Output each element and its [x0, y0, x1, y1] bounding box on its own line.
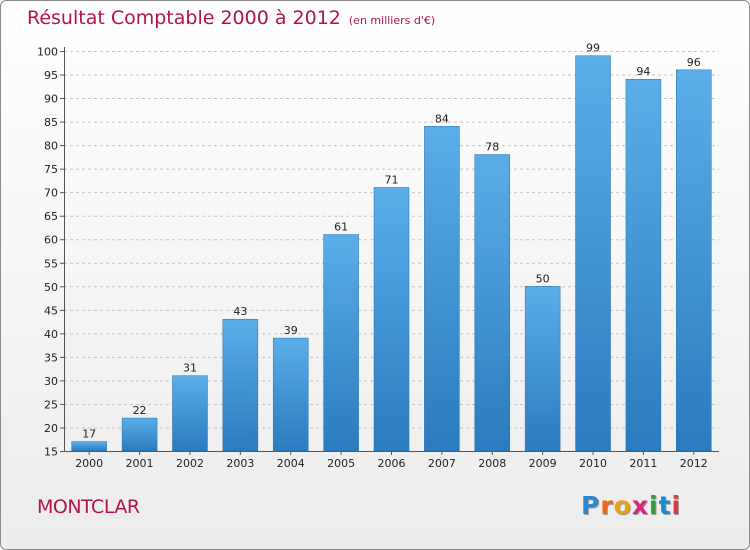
value-label-2007: 84 — [435, 112, 449, 125]
y-tick-label-40: 40 — [44, 328, 58, 341]
y-tick-label-85: 85 — [44, 116, 58, 129]
value-label-2004: 39 — [284, 324, 298, 337]
value-label-2000: 17 — [82, 428, 96, 441]
proxiti-logo[interactable]: Proxiti — [581, 491, 681, 520]
bar-layer — [71, 55, 712, 452]
bar-2003 — [222, 318, 259, 452]
x-tick-label-2000: 2000 — [75, 457, 103, 470]
x-tick-label-2007: 2007 — [428, 457, 456, 470]
y-tick-label-95: 95 — [44, 69, 58, 82]
x-tick-label-2011: 2011 — [629, 457, 657, 470]
bar-2012 — [676, 69, 712, 452]
y-tick-label-90: 90 — [44, 93, 58, 106]
x-tick-label-2001: 2001 — [126, 457, 154, 470]
y-tick-label-25: 25 — [44, 398, 58, 411]
bar-2008 — [474, 154, 511, 452]
x-tick-label-2008: 2008 — [478, 457, 506, 470]
y-tick-label-70: 70 — [44, 187, 58, 200]
value-label-2002: 31 — [183, 362, 197, 375]
logo-letter: i — [649, 491, 659, 520]
bar-2005 — [323, 234, 359, 452]
x-tick-label-2012: 2012 — [680, 457, 708, 470]
bar-2001 — [121, 417, 158, 452]
bar-2006 — [373, 187, 410, 452]
y-tick-label-80: 80 — [44, 140, 58, 153]
y-tick-label-20: 20 — [44, 422, 58, 435]
value-label-2005: 61 — [334, 221, 348, 234]
y-tick-label-75: 75 — [44, 163, 58, 176]
x-tick-label-2010: 2010 — [579, 457, 607, 470]
y-tick-label-50: 50 — [44, 281, 58, 294]
x-tick-label-2009: 2009 — [529, 457, 557, 470]
y-tick-label-60: 60 — [44, 234, 58, 247]
x-tick-label-2006: 2006 — [378, 457, 406, 470]
axis-layer: 15 20 25 30 35 40 45 50 55 60 65 70 75 80 85 90 95 100 200… — [37, 46, 719, 470]
logo-letter: P — [581, 491, 601, 520]
bar-2002 — [172, 375, 208, 452]
title-row: Résultat Comptable 2000 à 2012 (en millie… — [27, 7, 435, 29]
logo-letter: o — [613, 491, 632, 520]
y-tick-label-100: 100 — [37, 46, 58, 59]
value-label-2011: 94 — [636, 65, 650, 78]
value-label-2009: 50 — [536, 272, 550, 285]
value-label-2012: 96 — [687, 56, 701, 69]
bar-2007 — [424, 126, 460, 452]
y-tick-label-15: 15 — [44, 446, 58, 459]
x-tick-label-2005: 2005 — [327, 457, 355, 470]
logo-letter: i — [671, 491, 682, 520]
logo-letter: r — [600, 491, 614, 520]
bar-2004 — [272, 337, 309, 452]
logo-letter: t — [658, 491, 672, 520]
y-tick-label-30: 30 — [44, 375, 58, 388]
bar-2010 — [575, 55, 611, 452]
label-layer: 17 22 31 43 39 61 71 84 78 50 99 94 96 — [82, 42, 701, 441]
value-label-2008: 78 — [485, 141, 499, 154]
x-tick-label-2004: 2004 — [277, 457, 305, 470]
bar-2000 — [71, 441, 107, 452]
value-label-2010: 99 — [586, 42, 600, 55]
bar-2011 — [625, 78, 662, 452]
y-tick-label-45: 45 — [44, 304, 58, 317]
value-label-2003: 43 — [233, 305, 247, 318]
value-label-2006: 71 — [385, 173, 399, 186]
commune-name: MONTCLAR — [37, 496, 140, 518]
logo-letter: x — [631, 491, 649, 520]
x-tick-label-2003: 2003 — [226, 457, 254, 470]
x-tick-label-2002: 2002 — [176, 457, 204, 470]
value-label-2001: 22 — [133, 404, 147, 417]
chart-title: Résultat Comptable 2000 à 2012 — [27, 7, 341, 29]
y-tick-label-55: 55 — [44, 257, 58, 270]
chart-subtitle: (en milliers d'€) — [348, 14, 436, 27]
y-tick-label-65: 65 — [44, 210, 58, 223]
y-tick-label-35: 35 — [44, 351, 58, 364]
bar-2009 — [524, 286, 561, 452]
